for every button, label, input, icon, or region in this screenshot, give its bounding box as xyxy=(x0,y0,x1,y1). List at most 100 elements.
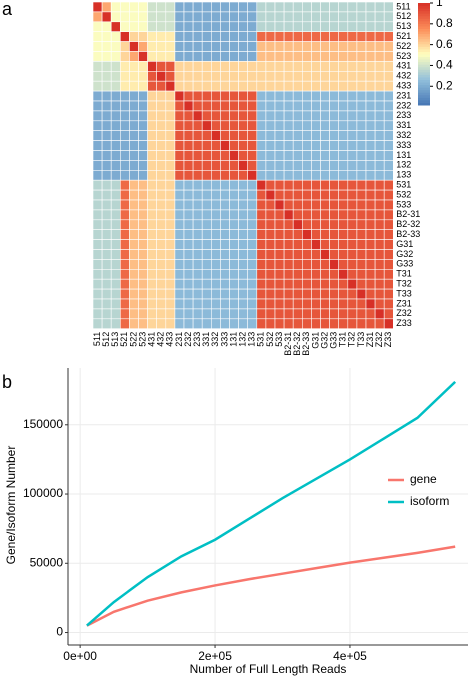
heatmap-cell xyxy=(147,170,158,181)
heatmap-cell xyxy=(329,318,340,329)
heatmap-cell xyxy=(265,140,276,151)
heatmap-cell xyxy=(220,249,230,260)
heatmap-cell xyxy=(283,229,294,240)
heatmap-cell xyxy=(347,100,358,112)
heatmap-cell xyxy=(338,179,349,191)
heatmap-cell xyxy=(211,160,221,171)
heatmap-cell xyxy=(211,170,221,181)
colorbar-segment xyxy=(418,71,430,75)
column-label: 132 xyxy=(238,332,248,347)
heatmap-cell xyxy=(238,199,249,211)
heatmap-cell xyxy=(120,100,130,112)
heatmap-cell xyxy=(365,288,376,300)
heatmap-cell xyxy=(347,160,358,171)
heatmap-cell xyxy=(283,259,294,270)
column-label: 523 xyxy=(137,332,147,347)
heatmap-cell xyxy=(356,31,367,42)
heatmap-cell xyxy=(265,150,276,161)
heatmap-cell xyxy=(265,219,276,231)
heatmap-cell xyxy=(256,308,267,320)
heatmap-cell xyxy=(183,229,194,240)
heatmap-cell xyxy=(320,189,330,201)
column-label: 233 xyxy=(192,332,202,347)
heatmap-cell xyxy=(174,71,185,82)
heatmap-cell xyxy=(356,268,367,280)
heatmap-cell xyxy=(256,51,267,62)
heatmap-cell xyxy=(274,120,285,132)
colorbar-segment xyxy=(418,20,430,24)
colorbar-segment xyxy=(418,89,430,93)
heatmap-cell xyxy=(183,160,194,171)
heatmap-cell xyxy=(338,100,349,112)
heatmap-cell xyxy=(301,51,312,62)
heatmap-cell xyxy=(110,199,121,211)
heatmap-cell xyxy=(192,80,203,92)
heatmap-cell xyxy=(110,219,121,231)
heatmap-cell xyxy=(320,239,330,250)
heatmap-cell xyxy=(192,268,203,280)
heatmap-cell xyxy=(201,80,212,92)
heatmap-cell xyxy=(138,249,148,260)
heatmap-cell xyxy=(192,189,203,201)
heatmap-cell xyxy=(374,41,385,52)
heatmap-cell xyxy=(238,1,249,13)
series-line xyxy=(86,380,457,627)
y-tick-label: 50000 xyxy=(30,555,64,569)
heatmap-cell xyxy=(265,11,276,23)
heatmap-cell xyxy=(229,160,239,171)
heatmap-cell xyxy=(138,31,148,42)
heatmap-cell xyxy=(110,308,121,320)
heatmap-cell xyxy=(320,21,330,32)
heatmap-cell xyxy=(110,150,121,161)
heatmap-cell xyxy=(220,71,230,82)
heatmap-cell xyxy=(220,298,230,310)
heatmap-cell xyxy=(156,71,167,82)
heatmap-cell xyxy=(374,140,385,151)
heatmap-cell xyxy=(311,179,321,191)
heatmap-cell xyxy=(110,90,121,102)
heatmap-cell xyxy=(329,71,340,82)
heatmap-cell xyxy=(92,259,103,270)
heatmap-cell xyxy=(311,130,321,141)
heatmap-cell xyxy=(220,51,230,62)
heatmap-cell xyxy=(120,51,130,62)
heatmap-cell xyxy=(192,229,203,240)
heatmap-cell xyxy=(174,199,185,211)
heatmap-cell xyxy=(147,219,158,231)
y-tick-label: 150000 xyxy=(23,417,63,431)
heatmap-cell xyxy=(138,80,148,92)
column-label: 533 xyxy=(274,332,284,347)
heatmap-cell xyxy=(347,179,358,191)
heatmap-cell xyxy=(183,21,194,32)
heatmap-cell xyxy=(220,150,230,161)
heatmap-cell xyxy=(165,308,176,320)
heatmap-cell xyxy=(383,170,394,181)
column-label: 133 xyxy=(247,332,257,347)
column-label: 232 xyxy=(183,332,193,347)
heatmap-cell xyxy=(329,259,340,270)
heatmap-cell xyxy=(347,80,358,92)
heatmap-cell xyxy=(174,140,185,151)
heatmap-cell xyxy=(138,298,148,310)
heatmap-cell xyxy=(238,318,249,329)
heatmap-cell xyxy=(292,229,303,240)
colorbar-segment xyxy=(418,76,430,80)
heatmap-cell xyxy=(120,209,130,221)
heatmap-cell xyxy=(338,298,349,310)
heatmap-cell xyxy=(129,278,139,290)
heatmap-cell xyxy=(211,268,221,280)
heatmap-cell xyxy=(211,61,221,72)
heatmap-cell xyxy=(92,278,103,290)
heatmap-cell xyxy=(211,110,221,122)
heatmap-cell xyxy=(201,189,212,201)
heatmap-cell xyxy=(183,209,194,221)
heatmap-cell xyxy=(101,189,112,201)
heatmap-cell xyxy=(220,140,230,151)
heatmap-cell xyxy=(147,189,158,201)
heatmap-cell xyxy=(120,130,130,141)
heatmap-cell xyxy=(129,41,139,52)
heatmap-cell xyxy=(211,51,221,62)
column-label: 431 xyxy=(147,332,157,347)
heatmap-cell xyxy=(120,120,130,132)
heatmap-cell xyxy=(383,130,394,141)
